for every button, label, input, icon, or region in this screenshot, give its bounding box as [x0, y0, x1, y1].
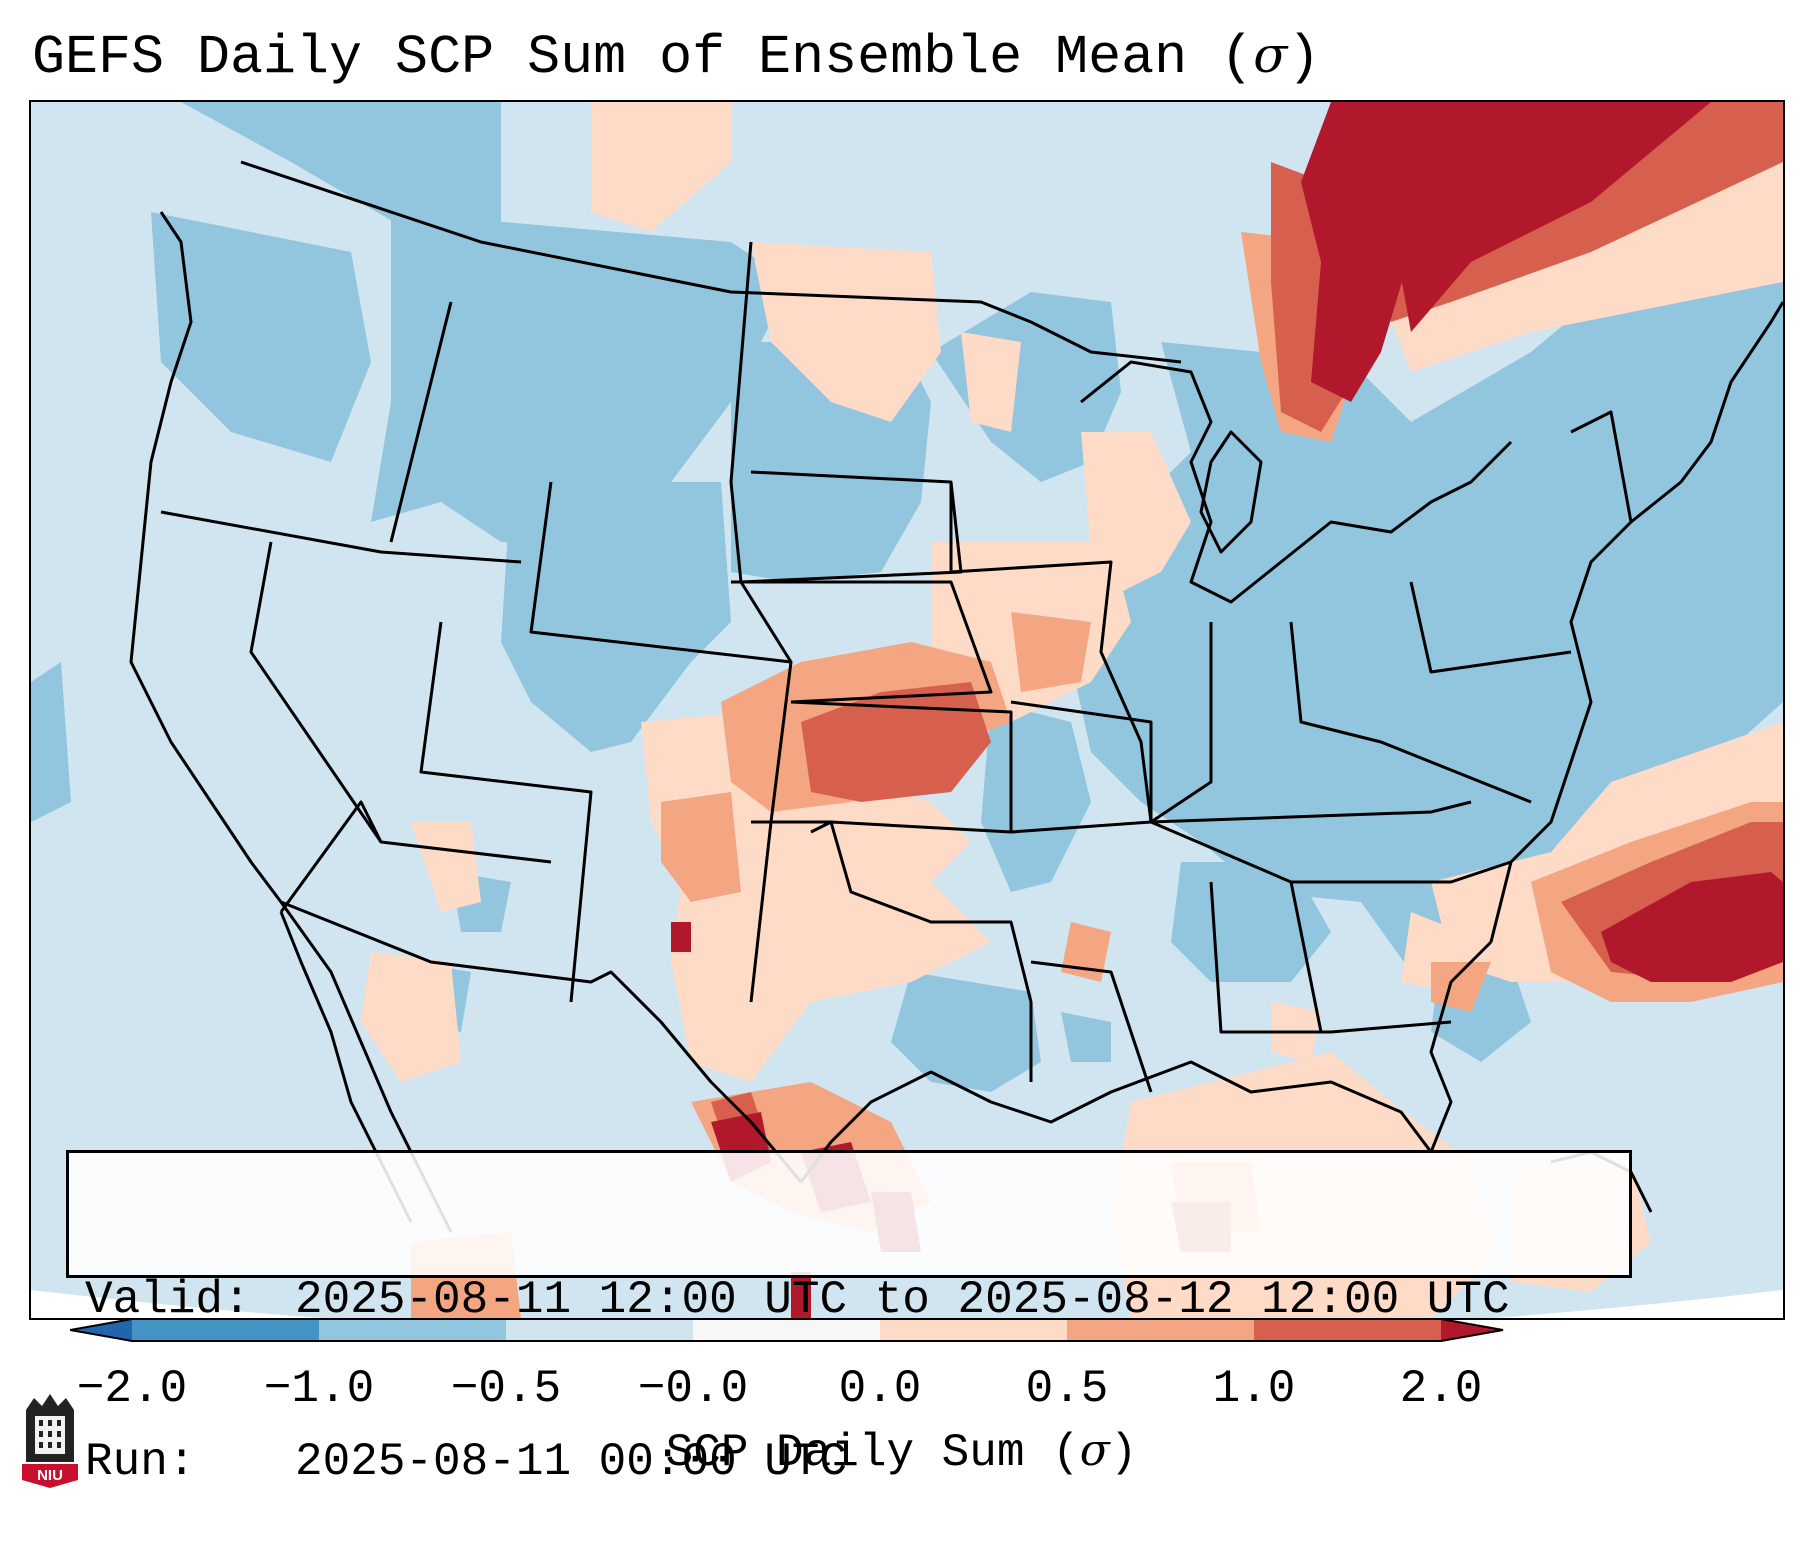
- colorbar-label: SCP Daily Sum (σ): [0, 1424, 1803, 1480]
- map-canvas: [31, 102, 1783, 1318]
- niu-logo: NIU: [22, 1394, 78, 1488]
- florida: [1429, 940, 1493, 1153]
- state-lines-west-1: [160, 510, 522, 564]
- colorbar-under-arrow: [70, 1318, 132, 1342]
- colorbar-tick-label: 2.0: [1399, 1363, 1483, 1415]
- title-sigma: σ: [1253, 26, 1288, 84]
- state-lines-plains-3: [731, 580, 993, 704]
- state-lines-plains-1: [729, 241, 793, 663]
- state-lines-east-3: [1209, 881, 1452, 1034]
- valid-time-box: Valid: 2025-08-11 12:00 UTC to 2025-08-12…: [66, 1150, 1632, 1488]
- map-title: GEFS Daily SCP Sum of Ensemble Mean (σ): [32, 22, 1320, 91]
- colorbar-label-text: SCP Daily Sum (: [665, 1427, 1080, 1479]
- state-lines-central-2: [1010, 700, 1153, 834]
- run-value: 2025-08-11 00:00 UTC: [295, 1436, 848, 1488]
- state-lines-central-1: [949, 482, 1153, 823]
- great-lakes: [1080, 360, 1513, 604]
- state-lines-east-2: [1150, 820, 1512, 884]
- colorbar: [70, 1318, 1504, 1342]
- colorbar-label-suffix: ): [1109, 1427, 1138, 1479]
- lake-michigan: [1199, 430, 1263, 554]
- colorbar-tick-labels: −2.0 −1.0 −0.5 −0.0 0.0 0.5 1.0 2.0: [0, 1362, 1803, 1416]
- valid-label: Valid:: [85, 1274, 251, 1326]
- colorbar-tick-label: −0.0: [637, 1363, 749, 1415]
- colorbar-bin: [132, 1318, 320, 1342]
- colorbar-bin: [319, 1318, 507, 1342]
- state-lines-central-3: [1030, 960, 1153, 1093]
- colorbar-over-arrow: [1441, 1318, 1503, 1342]
- colorbar-bin: [880, 1318, 1068, 1342]
- colorbar-tick-label: 1.0: [1212, 1363, 1296, 1415]
- state-lines-4corners: [419, 621, 593, 1003]
- run-label: Run:: [85, 1436, 196, 1488]
- state-lines-west-2: [249, 541, 383, 843]
- title-suffix: ): [1287, 26, 1321, 89]
- state-lines-east-5: [1289, 621, 1532, 804]
- west-coastline: [129, 211, 453, 1233]
- state-lines-east-6: [1409, 581, 1572, 674]
- canada-border: [240, 160, 1182, 364]
- atlantic-coast: [1489, 480, 1682, 943]
- colorbar-bin: [693, 1318, 881, 1342]
- run-row: Run: 2025-08-11 00:00 UTC: [85, 1435, 1629, 1489]
- northeast-coast: [1679, 301, 1783, 483]
- colorbar-bin: [1254, 1318, 1442, 1342]
- colorbar-bin: [1067, 1318, 1255, 1342]
- colorbar-label-sigma: σ: [1079, 1425, 1110, 1476]
- colorbar-tick-label: 0.0: [838, 1363, 922, 1415]
- title-text: GEFS Daily SCP Sum of Ensemble Mean (: [32, 26, 1254, 89]
- niu-logo-text: NIU: [37, 1467, 63, 1484]
- valid-value: 2025-08-11 12:00 UTC to 2025-08-12 12:00…: [295, 1274, 1510, 1326]
- colorbar-tick-label: −0.5: [450, 1363, 562, 1415]
- state-lines-plains-2: [740, 470, 963, 584]
- gulf-coast: [799, 1060, 1433, 1183]
- state-lines-ne: [1570, 410, 1633, 523]
- colorbar-tick-label: −2.0: [76, 1363, 188, 1415]
- colorbar-bin: [506, 1318, 694, 1342]
- colorbar-tick-label: 0.5: [1025, 1363, 1109, 1415]
- colorbar-tick-label: −1.0: [263, 1363, 375, 1415]
- map-panel[interactable]: [29, 100, 1785, 1320]
- valid-row: Valid: 2025-08-11 12:00 UTC to 2025-08-12…: [85, 1273, 1629, 1327]
- state-lines-west-3: [389, 301, 453, 543]
- state-lines-east-4: [1289, 881, 1323, 1033]
- us-mexico-border: [280, 900, 803, 1183]
- state-lines-west-4: [279, 800, 552, 913]
- state-lines-texas: [751, 820, 1033, 1082]
